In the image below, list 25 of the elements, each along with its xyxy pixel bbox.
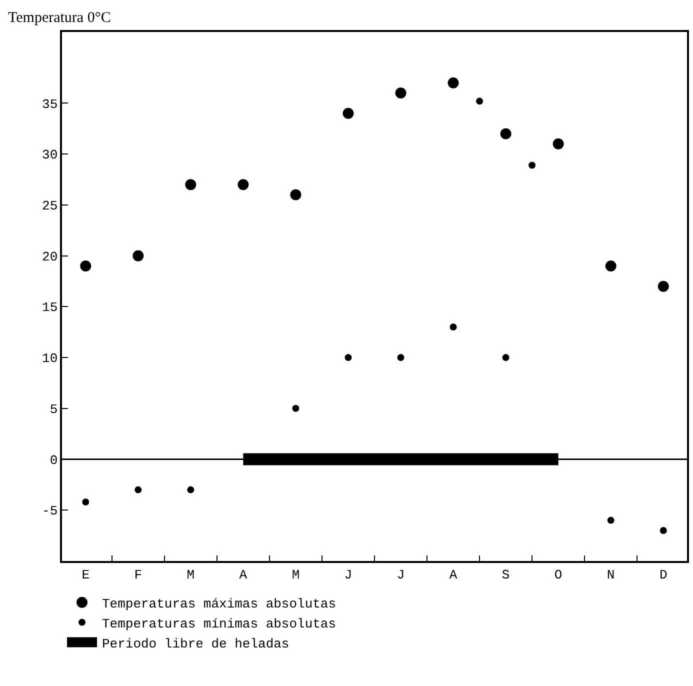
x-tick-label: M [186, 567, 195, 582]
x-tick-label: M [292, 567, 300, 582]
legend-label: Temperaturas máximas absolutas [102, 596, 336, 612]
y-tick-label: -5 [42, 504, 58, 519]
x-tick-label: O [554, 567, 562, 582]
x-tick-label: F [134, 567, 142, 582]
legend-label: Temperaturas mínimas absolutas [102, 616, 336, 632]
x-tick-label: N [606, 567, 615, 582]
y-tick-label: 20 [42, 249, 58, 264]
x-tick-label: D [659, 567, 668, 582]
x-tick-label: J [344, 567, 352, 582]
x-tick-label: E [82, 567, 90, 582]
legend-label: Periodo libre de heladas [102, 636, 290, 652]
x-tick-label: S [502, 567, 510, 582]
y-tick-label: 5 [50, 402, 58, 417]
y-tick-label: 30 [42, 148, 58, 163]
x-tick-label: A [449, 567, 458, 582]
x-tick-label: J [396, 567, 405, 582]
y-axis-title: Temperatura 0°C [8, 10, 111, 26]
y-tick-label: 0 [50, 452, 58, 468]
y-tick-label: 10 [42, 351, 58, 366]
y-tick-label: 25 [42, 198, 58, 214]
x-tick-label: A [239, 567, 248, 582]
y-tick-label: 15 [42, 300, 58, 316]
y-tick-label: 35 [42, 96, 58, 112]
